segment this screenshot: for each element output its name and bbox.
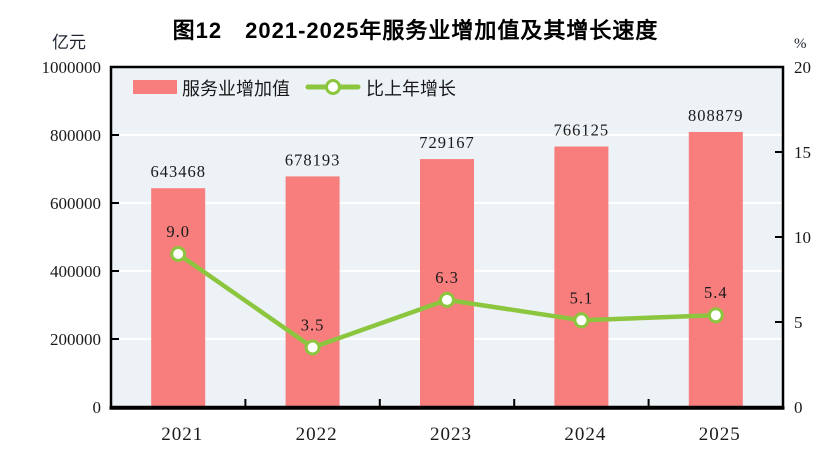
line-marker: [170, 246, 187, 262]
y-axis-label-right: 10: [794, 228, 811, 247]
bar-value-label: 808879: [688, 106, 744, 125]
legend-bar-swatch: [133, 80, 177, 94]
line-value-label: 6.3: [435, 268, 459, 287]
y-axis-label-right: 20: [794, 58, 811, 77]
line-value-label: 5.1: [570, 288, 594, 307]
left-axis-unit-label: 亿元: [52, 33, 86, 52]
bar-value-label: 643468: [150, 162, 206, 181]
y-axis-label-left: 1000000: [42, 58, 102, 77]
legend-bar-label: 服务业增加值: [182, 79, 290, 99]
line-value-label: 3.5: [301, 316, 325, 335]
line-value-label: 5.4: [704, 283, 728, 302]
x-axis-label: 2024: [564, 424, 606, 445]
line-marker: [439, 291, 455, 308]
line-marker: [573, 312, 590, 329]
y-axis-label-right: 5: [794, 313, 803, 332]
right-axis-unit-label: %: [794, 36, 807, 52]
bar-2024: [554, 146, 609, 407]
y-axis-label-left: 400000: [50, 262, 101, 281]
x-axis-label: 2025: [699, 424, 741, 445]
bar-2021: [151, 188, 206, 407]
bar-value-label: 766125: [554, 121, 610, 140]
bar-2023: [420, 159, 474, 407]
y-axis-label-left: 0: [93, 398, 102, 417]
y-axis-label-right: 15: [794, 143, 811, 162]
bar-2025: [688, 131, 743, 407]
y-axis-label-left: 600000: [50, 194, 101, 213]
y-axis-label-left: 800000: [50, 126, 101, 145]
legend-line-marker: [325, 79, 341, 95]
bar-value-label: 678193: [285, 150, 341, 169]
line-value-label: 9.0: [166, 222, 190, 241]
line-marker: [304, 339, 321, 356]
legend-line-label: 比上年增长: [366, 79, 456, 99]
line-marker: [707, 307, 724, 324]
y-axis-label-right: 0: [794, 398, 803, 417]
x-axis-label: 2023: [430, 424, 472, 445]
bar-2022: [285, 176, 340, 407]
bar-value-label: 729167: [419, 133, 475, 152]
chart-title: 图12 2021-2025年服务业增加值及其增长速度: [172, 18, 659, 43]
x-axis-label: 2021: [161, 424, 203, 445]
y-axis-label-left: 200000: [50, 330, 101, 349]
x-axis-label: 2022: [296, 424, 338, 445]
